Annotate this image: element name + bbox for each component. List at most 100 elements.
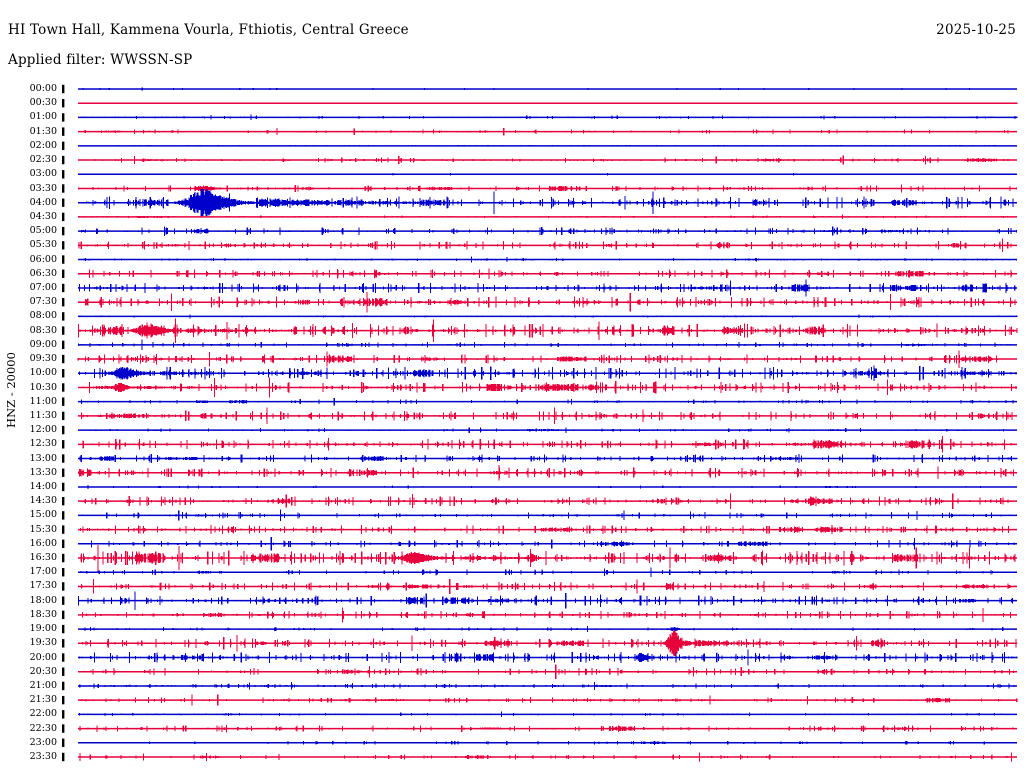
- trace-waveform: [80, 407, 1013, 425]
- time-tick-label: 13:30: [29, 466, 57, 478]
- trace-waveform: [83, 626, 1015, 632]
- time-tick-label: 23:30: [29, 751, 57, 762]
- trace-row: [81, 509, 1018, 521]
- time-tick-label: 17:30: [29, 580, 57, 592]
- trace-row: [77, 464, 1014, 481]
- time-tick-label: 07:30: [29, 296, 57, 308]
- trace-row: [79, 291, 1016, 313]
- row-tick-marker: [62, 241, 65, 250]
- time-tick-label: 12:30: [29, 438, 57, 450]
- trace-row: [79, 724, 1015, 733]
- row-tick-marker: [62, 482, 65, 492]
- trace-row: [78, 214, 1008, 220]
- trace-waveform: [79, 694, 1018, 706]
- trace-row: [80, 567, 1014, 578]
- trace-waveform: [89, 664, 1015, 679]
- time-tick-label: 01:00: [29, 111, 57, 123]
- trace-waveform: [79, 681, 1015, 691]
- row-tick-marker: [62, 383, 65, 392]
- row-tick-marker: [62, 170, 65, 179]
- row-tick-marker: [62, 468, 65, 477]
- row-tick-marker: [62, 297, 65, 307]
- trace-row: [77, 591, 1014, 610]
- time-tick-label: 07:00: [29, 282, 57, 293]
- time-tick-label: 13:00: [29, 452, 57, 464]
- row-tick-marker: [62, 269, 65, 278]
- trace-row: [79, 525, 1011, 535]
- trace-waveform: [81, 578, 1016, 595]
- time-tick-label: 09:30: [29, 353, 57, 364]
- trace-row: [82, 377, 1017, 398]
- trace-waveform: [101, 740, 1012, 745]
- trace-row: [78, 102, 1018, 104]
- row-tick-marker: [62, 354, 65, 364]
- time-tick-label: 06:00: [29, 253, 57, 265]
- row-tick-marker: [62, 639, 65, 648]
- trace-row: [94, 427, 1005, 433]
- row-tick-marker: [62, 397, 65, 406]
- row-tick-marker: [62, 596, 65, 605]
- trace-waveform: [81, 114, 1018, 121]
- trace-waveform: [80, 544, 1016, 572]
- row-tick-marker: [62, 411, 65, 421]
- row-tick-marker: [62, 326, 65, 335]
- page-title: HI Town Hall, Kammena Vourla, Fthiotis, …: [8, 22, 409, 38]
- trace-row: [83, 626, 1015, 632]
- trace-row: [79, 752, 1017, 762]
- trace-waveform: [77, 318, 1018, 343]
- time-tick-label: 05:00: [29, 225, 57, 237]
- time-tick-label: 18:00: [29, 594, 57, 606]
- row-tick-marker: [62, 84, 65, 94]
- time-tick-label: 10:30: [29, 381, 57, 393]
- trace-row: [79, 436, 1015, 453]
- row-tick-marker: [62, 496, 65, 506]
- time-tick-label: 11:00: [29, 395, 57, 407]
- trace-row: [84, 127, 1009, 136]
- trace-waveform: [78, 214, 1008, 220]
- time-tick-label: 11:30: [29, 409, 57, 421]
- trace-row: [79, 681, 1015, 691]
- trace-waveform: [78, 102, 1018, 104]
- trace-waveform: [94, 155, 1009, 165]
- trace-waveform: [79, 436, 1015, 453]
- trace-row: [94, 155, 1009, 165]
- row-tick-marker: [62, 653, 65, 662]
- trace-row: [79, 694, 1018, 706]
- trace-row: [78, 268, 1016, 279]
- trace-row: [79, 314, 1018, 319]
- time-tick-label: 22:00: [29, 708, 57, 720]
- trace-row: [80, 407, 1013, 425]
- trace-row: [78, 172, 1017, 176]
- trace-waveform: [78, 238, 1012, 252]
- time-tick-label: 19:00: [29, 623, 57, 635]
- trace-row: [77, 339, 1011, 350]
- trace-waveform: [78, 365, 1017, 382]
- time-tick-label: 19:30: [29, 637, 57, 649]
- trace-waveform: [78, 184, 1018, 193]
- row-tick-marker: [62, 553, 65, 563]
- trace-row: [78, 238, 1012, 252]
- time-tick-label: 14:30: [29, 495, 57, 507]
- time-tick-label: 20:00: [29, 651, 57, 663]
- trace-row: [117, 145, 996, 147]
- row-tick-marker: [62, 440, 65, 449]
- trace-row: [82, 630, 1017, 657]
- time-tick-label: 08:00: [29, 310, 57, 322]
- trace-waveform: [94, 427, 1005, 433]
- row-tick-marker: [62, 667, 65, 676]
- time-tick-label: 23:00: [29, 736, 57, 748]
- trace-row: [79, 711, 1002, 718]
- trace-waveform: [78, 279, 1017, 297]
- row-tick-marker: [62, 198, 65, 207]
- time-tick-label: 09:00: [29, 338, 57, 350]
- time-tick-label: 02:30: [29, 154, 57, 166]
- row-tick-marker: [62, 738, 65, 747]
- time-tick-label: 16:30: [29, 552, 57, 563]
- time-tick-label: 03:00: [29, 168, 57, 180]
- trace-row: [78, 279, 1017, 297]
- time-tick-label: 10:00: [29, 367, 57, 379]
- trace-waveform: [78, 172, 1017, 176]
- trace-waveform: [77, 350, 1017, 368]
- row-tick-marker: [62, 681, 65, 691]
- row-tick-marker: [62, 255, 65, 264]
